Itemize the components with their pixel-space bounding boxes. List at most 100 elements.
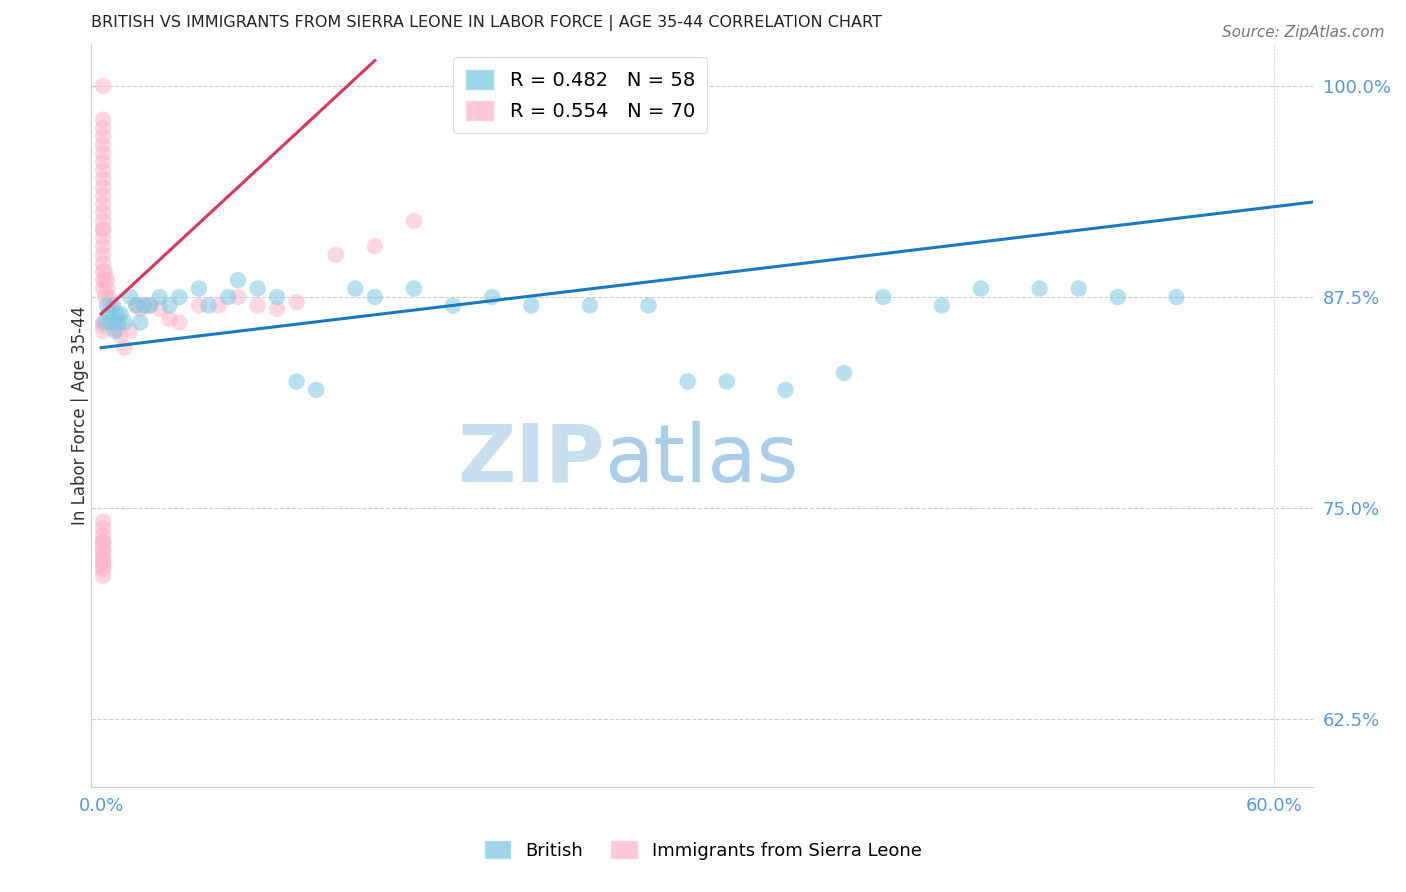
Point: [285, 295, 308, 310]
Point: [305, 383, 328, 397]
Point: [579, 298, 602, 312]
Point: [931, 298, 953, 312]
Point: [91, 315, 114, 329]
Point: [129, 315, 152, 329]
Legend: R = 0.482   N = 58, R = 0.554   N = 70: R = 0.482 N = 58, R = 0.554 N = 70: [454, 57, 707, 133]
Point: [1166, 290, 1188, 304]
Point: [110, 307, 132, 321]
Point: [96, 298, 118, 312]
Point: [91, 239, 114, 253]
Point: [91, 121, 114, 136]
Point: [91, 188, 114, 202]
Point: [1028, 282, 1050, 296]
Point: [91, 318, 114, 333]
Point: [91, 568, 114, 582]
Point: [91, 155, 114, 169]
Point: [91, 222, 114, 236]
Point: [96, 273, 118, 287]
Point: [91, 555, 114, 569]
Point: [101, 298, 124, 312]
Point: [187, 298, 209, 312]
Point: [91, 256, 114, 270]
Point: [91, 163, 114, 178]
Point: [94, 273, 117, 287]
Point: [226, 290, 249, 304]
Point: [91, 171, 114, 186]
Point: [91, 562, 114, 576]
Point: [872, 290, 894, 304]
Point: [91, 535, 114, 549]
Point: [94, 265, 117, 279]
Point: [114, 315, 136, 329]
Point: [91, 112, 114, 127]
Point: [441, 298, 464, 312]
Point: [402, 214, 425, 228]
Point: [169, 315, 191, 329]
Y-axis label: In Labor Force | Age 35-44: In Labor Force | Age 35-44: [72, 306, 89, 524]
Point: [169, 290, 191, 304]
Point: [217, 290, 239, 304]
Point: [104, 315, 127, 329]
Point: [637, 298, 659, 312]
Point: [266, 290, 288, 304]
Point: [91, 214, 114, 228]
Point: [149, 301, 172, 316]
Point: [91, 521, 114, 535]
Point: [246, 282, 269, 296]
Point: [94, 315, 117, 329]
Point: [91, 138, 114, 153]
Point: [266, 301, 288, 316]
Point: [97, 290, 120, 304]
Point: [481, 290, 503, 304]
Point: [970, 282, 993, 296]
Point: [94, 290, 117, 304]
Point: [91, 197, 114, 211]
Point: [91, 543, 114, 558]
Text: Source: ZipAtlas.com: Source: ZipAtlas.com: [1222, 25, 1385, 40]
Point: [91, 551, 114, 566]
Point: [91, 555, 114, 569]
Point: [159, 312, 181, 326]
Point: [134, 298, 156, 312]
Point: [207, 298, 229, 312]
Point: [91, 222, 114, 236]
Point: [91, 78, 114, 93]
Point: [91, 549, 114, 563]
Point: [91, 265, 114, 279]
Point: [101, 307, 124, 321]
Point: [91, 324, 114, 338]
Point: [364, 290, 387, 304]
Point: [120, 324, 142, 338]
Point: [91, 535, 114, 549]
Point: [114, 341, 136, 355]
Point: [125, 298, 148, 312]
Point: [226, 273, 249, 287]
Point: [187, 282, 209, 296]
Point: [100, 315, 122, 329]
Point: [105, 307, 128, 321]
Point: [97, 307, 120, 321]
Point: [139, 298, 162, 312]
Point: [139, 298, 162, 312]
Point: [134, 298, 156, 312]
Legend: British, Immigrants from Sierra Leone: British, Immigrants from Sierra Leone: [477, 833, 929, 867]
Point: [91, 248, 114, 262]
Point: [364, 239, 387, 253]
Point: [149, 290, 172, 304]
Point: [91, 541, 114, 556]
Text: ZIP: ZIP: [457, 421, 605, 499]
Point: [107, 324, 129, 338]
Point: [125, 298, 148, 312]
Point: [91, 180, 114, 194]
Point: [1107, 290, 1129, 304]
Text: BRITISH VS IMMIGRANTS FROM SIERRA LEONE IN LABOR FORCE | AGE 35-44 CORRELATION C: BRITISH VS IMMIGRANTS FROM SIERRA LEONE …: [91, 15, 882, 31]
Point: [91, 560, 114, 574]
Point: [159, 298, 181, 312]
Point: [716, 375, 738, 389]
Point: [325, 248, 347, 262]
Point: [110, 329, 132, 343]
Point: [91, 205, 114, 219]
Point: [107, 315, 129, 329]
Point: [246, 298, 269, 312]
Point: [832, 366, 855, 380]
